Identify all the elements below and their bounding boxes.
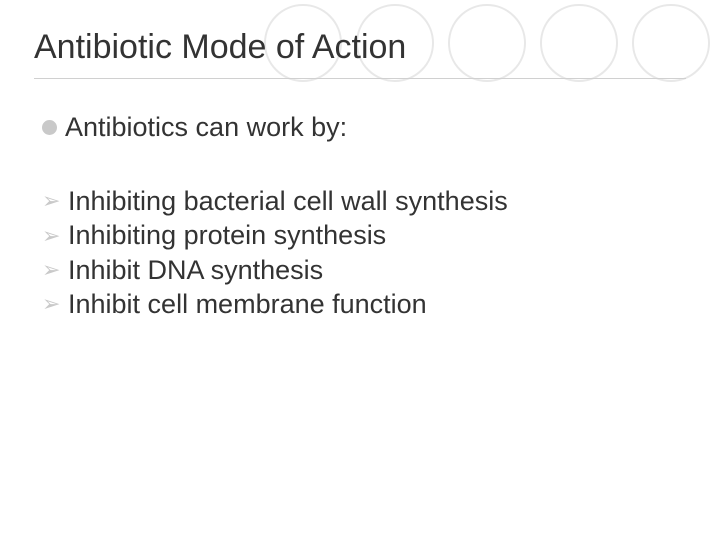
bullet-list: ➢ Inhibiting bacterial cell wall synthes… — [42, 185, 678, 321]
arrow-bullet-icon: ➢ — [42, 293, 62, 315]
title-divider — [34, 78, 686, 79]
list-item: ➢ Inhibiting bacterial cell wall synthes… — [42, 185, 678, 217]
arrow-bullet-icon: ➢ — [42, 259, 62, 281]
intro-line: Antibiotics can work by: — [42, 112, 678, 143]
circle-icon — [632, 4, 710, 82]
title-area: Antibiotic Mode of Action — [34, 28, 406, 67]
disc-bullet-icon — [42, 120, 57, 135]
circle-icon — [540, 4, 618, 82]
list-item-text: Inhibiting protein synthesis — [68, 219, 386, 251]
intro-text: Antibiotics can work by: — [65, 112, 347, 143]
list-item-text: Inhibit DNA synthesis — [68, 254, 323, 286]
slide-title: Antibiotic Mode of Action — [34, 28, 406, 67]
slide-content: Antibiotics can work by: ➢ Inhibiting ba… — [42, 112, 678, 321]
list-item: ➢ Inhibit cell membrane function — [42, 288, 678, 320]
list-item-text: Inhibiting bacterial cell wall synthesis — [68, 185, 508, 217]
arrow-bullet-icon: ➢ — [42, 225, 62, 247]
arrow-bullet-icon: ➢ — [42, 190, 62, 212]
circle-icon — [448, 4, 526, 82]
list-item: ➢ Inhibiting protein synthesis — [42, 219, 678, 251]
list-item: ➢ Inhibit DNA synthesis — [42, 254, 678, 286]
list-item-text: Inhibit cell membrane function — [68, 288, 427, 320]
